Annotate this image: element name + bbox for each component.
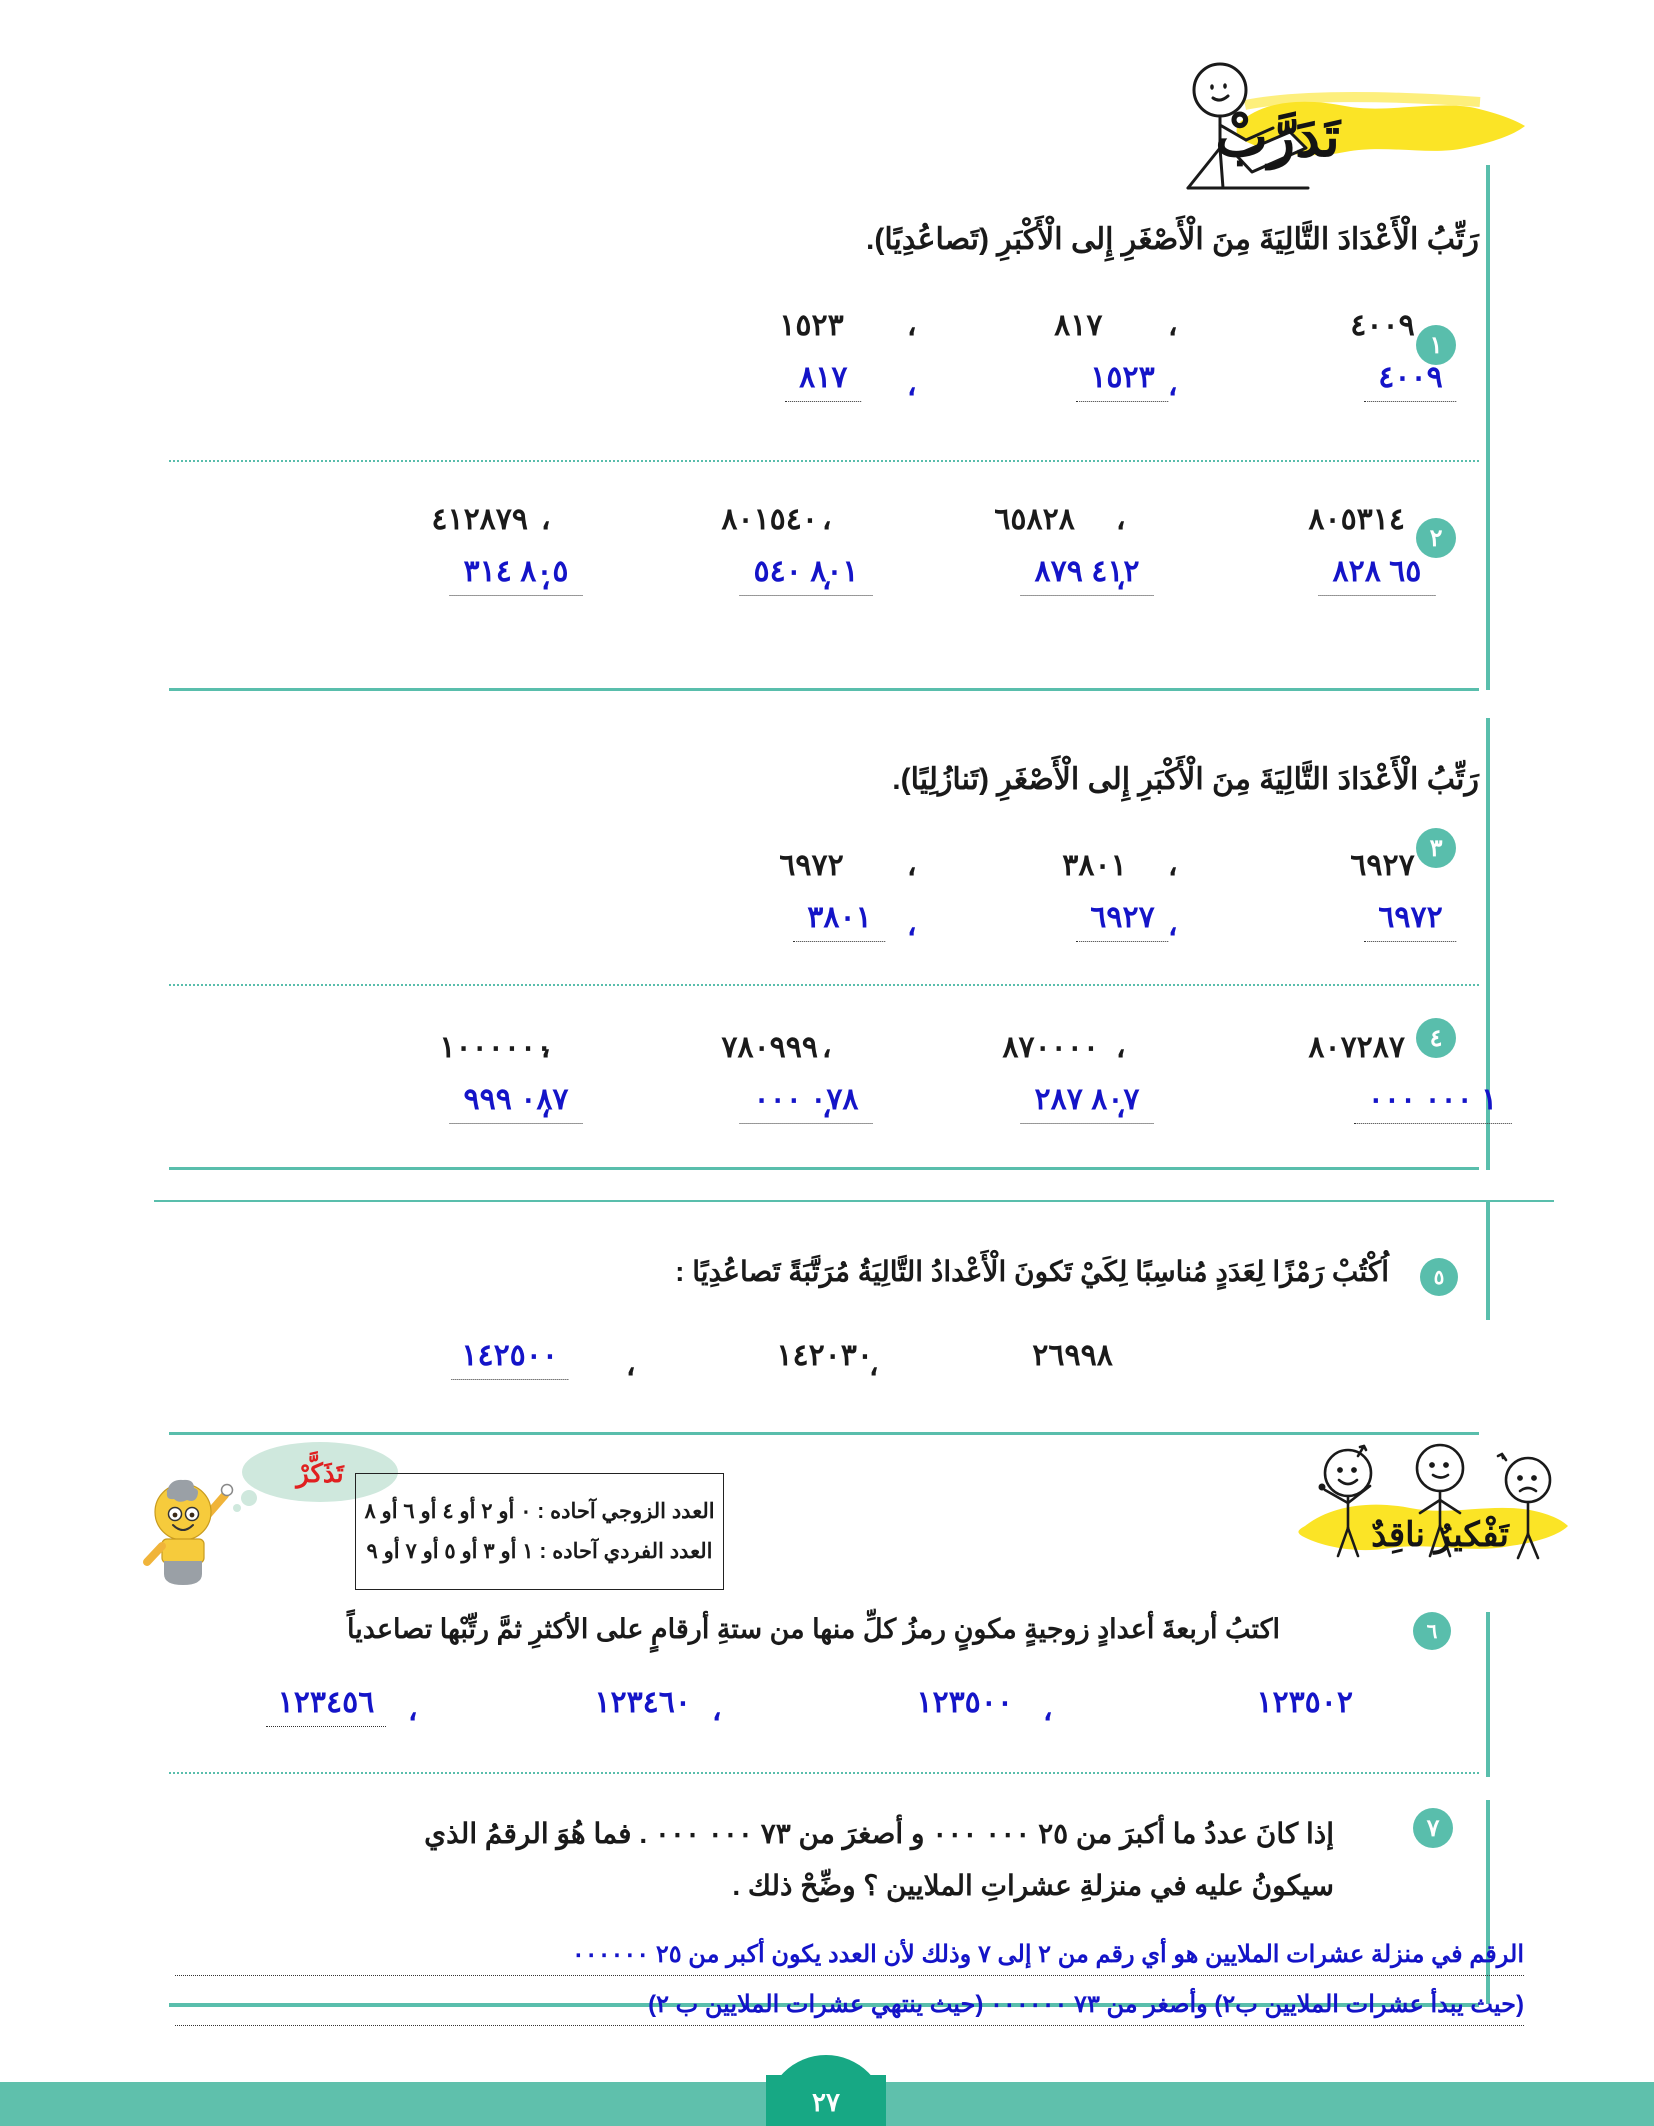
svg-text:تَدَرَّبْ: تَدَرَّبْ	[1215, 105, 1341, 171]
svg-text:تَفْكيرٌ ناقِدٌ: تَفْكيرٌ ناقِدٌ	[1371, 1515, 1510, 1555]
